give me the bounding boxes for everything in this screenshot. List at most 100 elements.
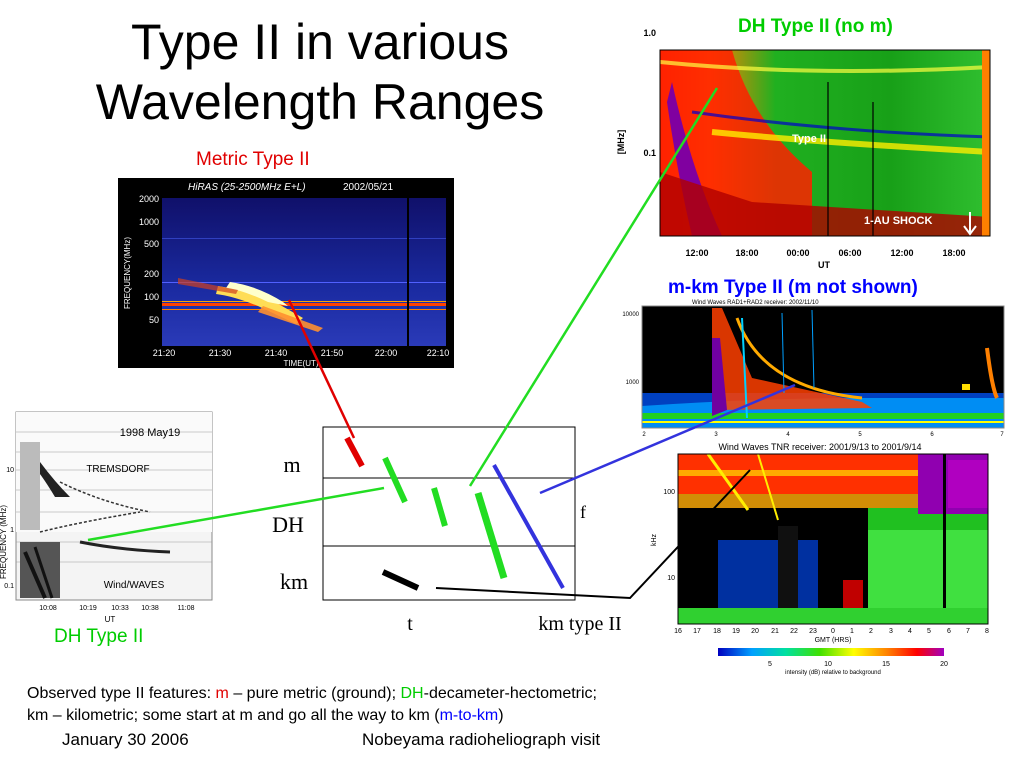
- dh-left-xtick: 10:33: [111, 605, 129, 612]
- axis-label-f: f: [580, 502, 586, 522]
- dh-top-xticks: 12:00 18:00 00:00 06:00 12:00 18:00: [685, 248, 965, 258]
- dh-top-xlabel: UT: [818, 260, 830, 270]
- km-xtick: 3: [889, 628, 893, 635]
- mkm-ytick: 10000: [622, 312, 639, 318]
- metric-yticks: 2000 1000 500 200 100 50: [139, 194, 159, 325]
- km-cbar-tick: 5: [768, 661, 772, 668]
- metric-ytick: 50: [149, 315, 159, 325]
- km-cbar-label: intensity (dB) relative to background: [785, 670, 881, 676]
- metric-xtick: 21:40: [265, 348, 288, 358]
- mkm-spectrogram: Wind Waves RAD1+RAD2 receiver: 2002/11/1…: [622, 300, 1005, 438]
- dh-top-shock-label: 1-AU SHOCK: [864, 215, 933, 227]
- km-xtick: 16: [674, 628, 682, 635]
- footer-event: Nobeyama radioheliograph visit: [362, 730, 601, 749]
- footer-note: Observed type II features: m – pure metr…: [27, 683, 1017, 727]
- metric-xlabel: TIME(UT): [283, 359, 318, 368]
- dh-left-ytick: 0.1: [4, 583, 14, 590]
- dh-top-caption: DH Type II (no m): [738, 16, 893, 37]
- connector-mkm: [539, 383, 796, 495]
- drift-km: [381, 569, 420, 591]
- dh-left-xtick: 11:08: [178, 605, 195, 612]
- km-ytick: 100: [663, 489, 675, 496]
- dh-top-xtick: 18:00: [942, 248, 965, 258]
- dh-left-xlabel: UT: [105, 615, 116, 624]
- metric-ytick: 200: [144, 269, 159, 279]
- mkm-xtick: 5: [858, 432, 862, 438]
- km-xtick: 19: [732, 628, 740, 635]
- km-header: Wind Waves TNR receiver: 2001/9/13 to 20…: [718, 442, 921, 452]
- km-xtick: 20: [751, 628, 759, 635]
- metric-xtick: 22:00: [375, 348, 398, 358]
- footer-date: January 30 2006: [62, 730, 189, 749]
- dh-top-xtick: 12:00: [890, 248, 913, 258]
- dh-left-spectrogram: 1998 May19 TREMSDORF Wind/WAVES FREQUENC…: [0, 411, 213, 624]
- note-prefix: Observed type II features:: [27, 685, 216, 702]
- km-cbar-tick: 15: [882, 661, 890, 668]
- km-xtick: 0: [831, 628, 835, 635]
- km-xtick: 2: [869, 628, 873, 635]
- mkm-xtick: 7: [1000, 432, 1004, 438]
- schematic-frame: [322, 426, 576, 601]
- km-xtick: 22: [790, 628, 798, 635]
- drift-dh-3: [474, 491, 508, 580]
- dh-left-ytick: 1: [10, 527, 14, 534]
- mkm-header: Wind Waves RAD1+RAD2 receiver: 2002/11/1…: [692, 300, 819, 306]
- dh-top-spectrogram: Type II 1-AU SHOCK [MHz] 1.0 0.1 12:00 1…: [616, 28, 991, 270]
- note-line2-suffix: ): [498, 707, 504, 724]
- metric-xtick: 21:30: [209, 348, 232, 358]
- dh-top-xtick: 12:00: [685, 248, 708, 258]
- note-line2-prefix: km – kilometric; some start at m and go …: [27, 707, 440, 724]
- mkm-xtick: 2: [642, 432, 646, 438]
- km-cbar-tick: 20: [940, 661, 948, 668]
- metric-header-instrument: HiRAS (25-2500MHz E+L): [188, 182, 306, 193]
- dh-left-instrument: Wind/WAVES: [104, 580, 165, 591]
- dh-left-xtick: 10:08: [39, 605, 57, 612]
- km-cbar-tick: 10: [824, 661, 832, 668]
- slide-title-line1: Type II in various: [131, 14, 509, 70]
- km-xlabel: GMT (HRS): [815, 637, 852, 644]
- drift-dh-2: [431, 487, 448, 527]
- km-xtick: 8: [985, 628, 989, 635]
- km-xtick: 21: [771, 628, 779, 635]
- dh-left-xtick: 10:19: [79, 605, 97, 612]
- metric-ytick: 2000: [139, 194, 159, 204]
- note-m: m: [215, 685, 229, 702]
- band-label-dh: DH: [272, 512, 304, 537]
- metric-ytick: 1000: [139, 217, 159, 227]
- km-xtick: 4: [908, 628, 912, 635]
- dh-top-xtick: 06:00: [838, 248, 861, 258]
- km-xtick: 7: [966, 628, 970, 635]
- footer-note-line1: Observed type II features: m – pure metr…: [27, 683, 1017, 705]
- metric-ytick: 100: [144, 292, 159, 302]
- axis-label-t: t: [407, 613, 413, 635]
- band-label-m: m: [283, 452, 300, 477]
- metric-spectrogram: HiRAS (25-2500MHz E+L) 2002/05/21 FREQUE…: [118, 178, 454, 368]
- note-mtokm: m-to-km: [439, 707, 499, 724]
- km-xtick: 1: [850, 628, 854, 635]
- km-xtick: 5: [927, 628, 931, 635]
- dh-top-xtick: 00:00: [786, 248, 809, 258]
- connector-dh-top: [468, 87, 719, 487]
- km-xticks: 16 17 18 19 20 21 22 23 0 1 2 3 4 5 6 7 …: [674, 628, 989, 635]
- km-xtick: 6: [947, 628, 951, 635]
- dh-left-ylabel: FREQUENCY (MHz): [0, 505, 8, 579]
- drift-metric: [344, 436, 365, 468]
- dh-left-date: 1998 May19: [120, 427, 181, 439]
- metric-ytick: 500: [144, 239, 159, 249]
- dh-left-ytick: 10: [6, 467, 14, 474]
- metric-caption: Metric Type II: [196, 149, 310, 170]
- mkm-xticks: 2 3 4 5 6 7: [642, 432, 1004, 438]
- drift-dh-1: [382, 456, 408, 504]
- connector-dh-left: [87, 486, 385, 542]
- dh-top-type2-label: Type II: [792, 133, 826, 145]
- dh-left-xtick: 10:38: [141, 605, 159, 612]
- km-colorbar: [718, 648, 944, 656]
- drift-mkm: [492, 464, 565, 589]
- note-mid2: -decameter-hectometric;: [423, 685, 597, 702]
- metric-xtick: 21:50: [321, 348, 344, 358]
- mkm-xtick: 4: [786, 432, 790, 438]
- dh-top-xtick: 18:00: [735, 248, 758, 258]
- band-label-km: km: [280, 569, 308, 594]
- footer-note-line2: km – kilometric; some start at m and go …: [27, 705, 1017, 727]
